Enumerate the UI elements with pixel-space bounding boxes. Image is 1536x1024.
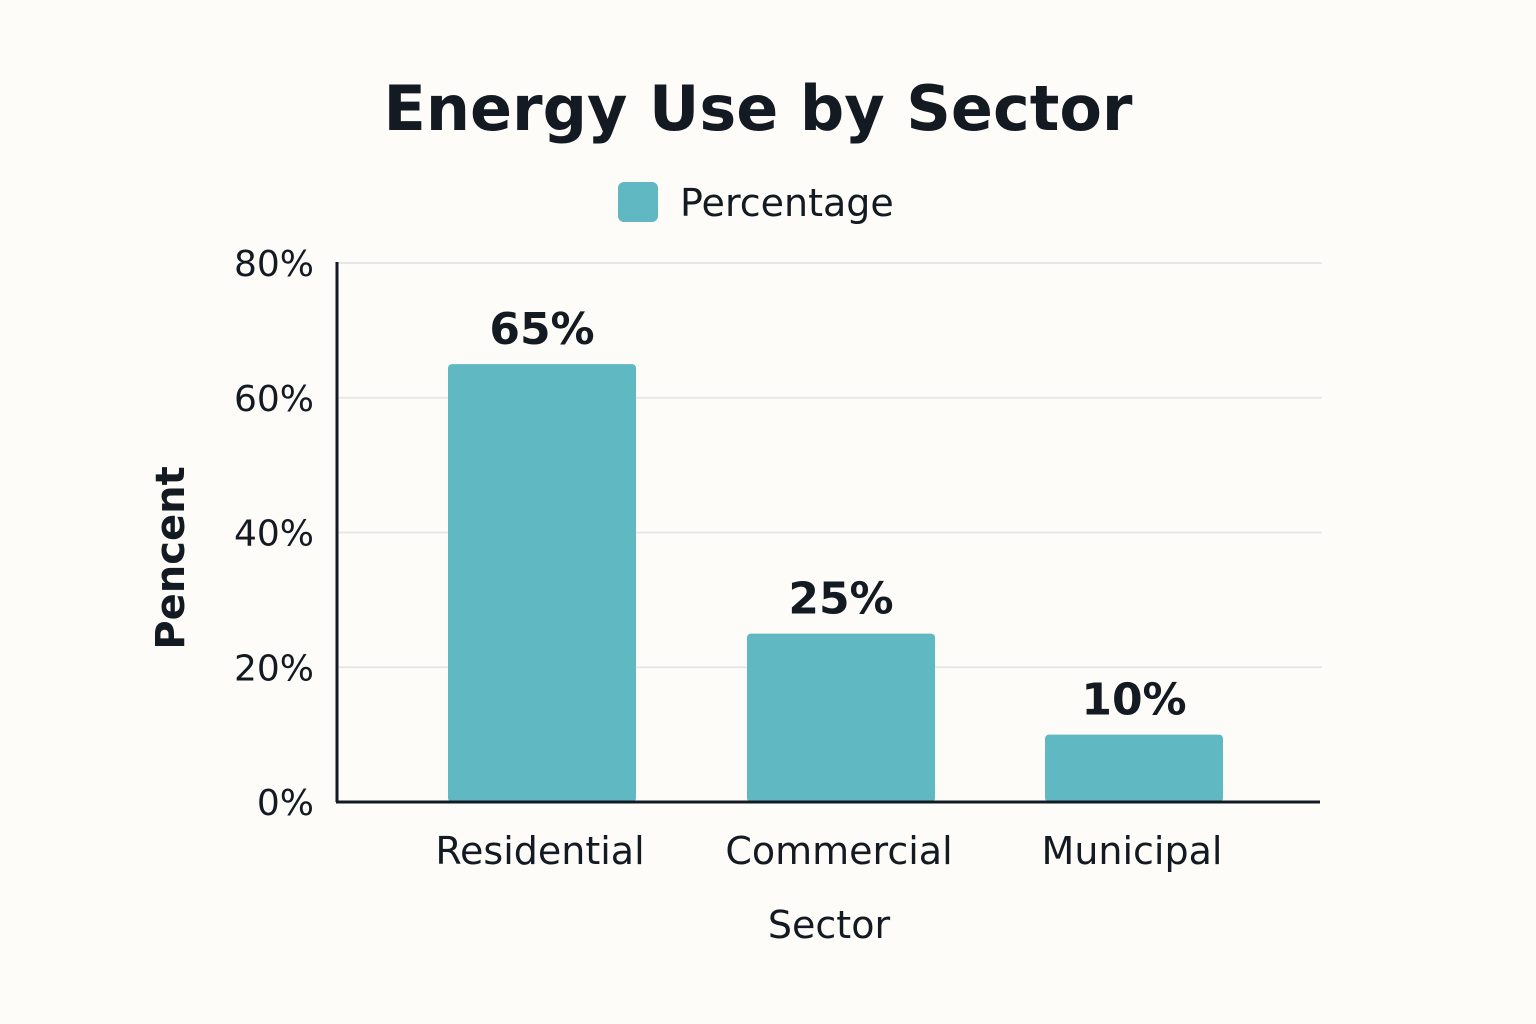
y-tick-label: 60% [234,379,314,420]
bar-municipal [1045,734,1223,802]
bar-value-labels: 65% 25% 10% [489,304,1186,726]
legend-label: Percentage [680,181,894,225]
y-tick-label: 40% [234,514,314,555]
y-tick-label: 0% [257,783,314,824]
legend: Percentage [618,181,894,225]
y-axis-title: Pencent [148,466,194,649]
y-axis-ticks: 0% 20% 40% 60% 80% [234,244,314,824]
y-tick-label: 20% [234,648,314,689]
x-category-label: Residential [435,829,644,873]
x-axis-title: Sector [768,903,891,947]
bars [448,364,1223,802]
chart-title: Energy Use by Sector [383,72,1132,145]
bar-value-label: 10% [1081,675,1186,726]
x-category-label: Municipal [1042,829,1223,873]
bar-commercial [747,633,935,802]
y-tick-label: 80% [234,244,314,285]
bar-value-label: 25% [788,574,893,625]
x-axis-category-labels: Residential Commercial Municipal [435,829,1222,873]
x-category-label: Commercial [725,829,952,873]
legend-swatch [618,182,658,222]
bar-value-label: 65% [489,304,594,355]
bar-residential [448,364,636,802]
